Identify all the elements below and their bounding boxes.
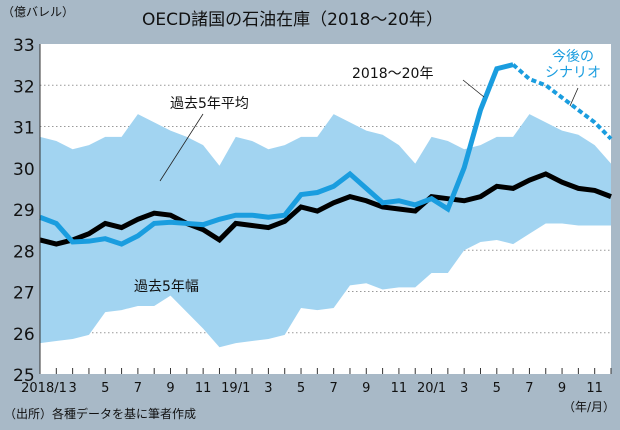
scenario-annotation-line1: 今後の bbox=[552, 49, 594, 65]
x-tick-label: 9 bbox=[362, 381, 370, 396]
y-tick-label: 30 bbox=[13, 160, 35, 180]
x-tick-label: 5 bbox=[297, 381, 305, 396]
x-tick-label: 20/1 bbox=[417, 381, 446, 396]
x-tick-label: 2018/1 bbox=[21, 381, 67, 396]
y-tick-label: 32 bbox=[13, 77, 35, 97]
source-note: （出所）各種データを基に筆者作成 bbox=[4, 406, 196, 421]
x-tick-label: 19/1 bbox=[221, 381, 250, 396]
x-tick-label: 7 bbox=[134, 381, 142, 396]
y-tick-label: 33 bbox=[13, 36, 35, 56]
actual-annotation: 2018〜20年 bbox=[352, 66, 433, 82]
series-line-2 bbox=[511, 63, 613, 141]
x-tick-label: 7 bbox=[330, 381, 338, 396]
x-tick-label: 5 bbox=[101, 381, 109, 396]
x-tick-label: 9 bbox=[166, 381, 174, 396]
x-tick-label: 11 bbox=[586, 381, 603, 396]
actual-leader-line bbox=[462, 79, 485, 98]
x-unit-label: （年/月） bbox=[563, 400, 615, 414]
avg-leader-line bbox=[159, 113, 204, 182]
scenario-leader-line bbox=[569, 87, 579, 107]
x-tick-label: 7 bbox=[525, 381, 533, 396]
y-tick-label: 27 bbox=[13, 284, 35, 304]
series-line-0 bbox=[39, 171, 612, 247]
y-tick-label: 26 bbox=[13, 325, 35, 345]
y-tick-label: 29 bbox=[13, 201, 35, 221]
x-tick-label: 11 bbox=[391, 381, 408, 396]
x-tick-label: 3 bbox=[68, 381, 76, 396]
x-tick-label: 3 bbox=[264, 381, 272, 396]
avg-annotation: 過去5年平均 bbox=[170, 96, 249, 112]
range-annotation: 過去5年幅 bbox=[134, 279, 199, 295]
series-line-1 bbox=[39, 62, 514, 247]
y-unit-label: （億バレル） bbox=[2, 5, 74, 19]
y-tick-label: 31 bbox=[13, 119, 35, 139]
x-tick-label: 5 bbox=[493, 381, 501, 396]
five-year-range-band bbox=[40, 114, 611, 348]
x-tick-label: 11 bbox=[195, 381, 212, 396]
scenario-annotation-line2: シナリオ bbox=[545, 65, 601, 81]
y-tick-label: 28 bbox=[13, 242, 35, 262]
x-tick-label: 9 bbox=[558, 381, 566, 396]
chart-title: OECD諸国の石油在庫（2018〜20年） bbox=[142, 10, 443, 30]
y-tick-label: 25 bbox=[13, 366, 35, 386]
x-tick-label: 3 bbox=[460, 381, 468, 396]
